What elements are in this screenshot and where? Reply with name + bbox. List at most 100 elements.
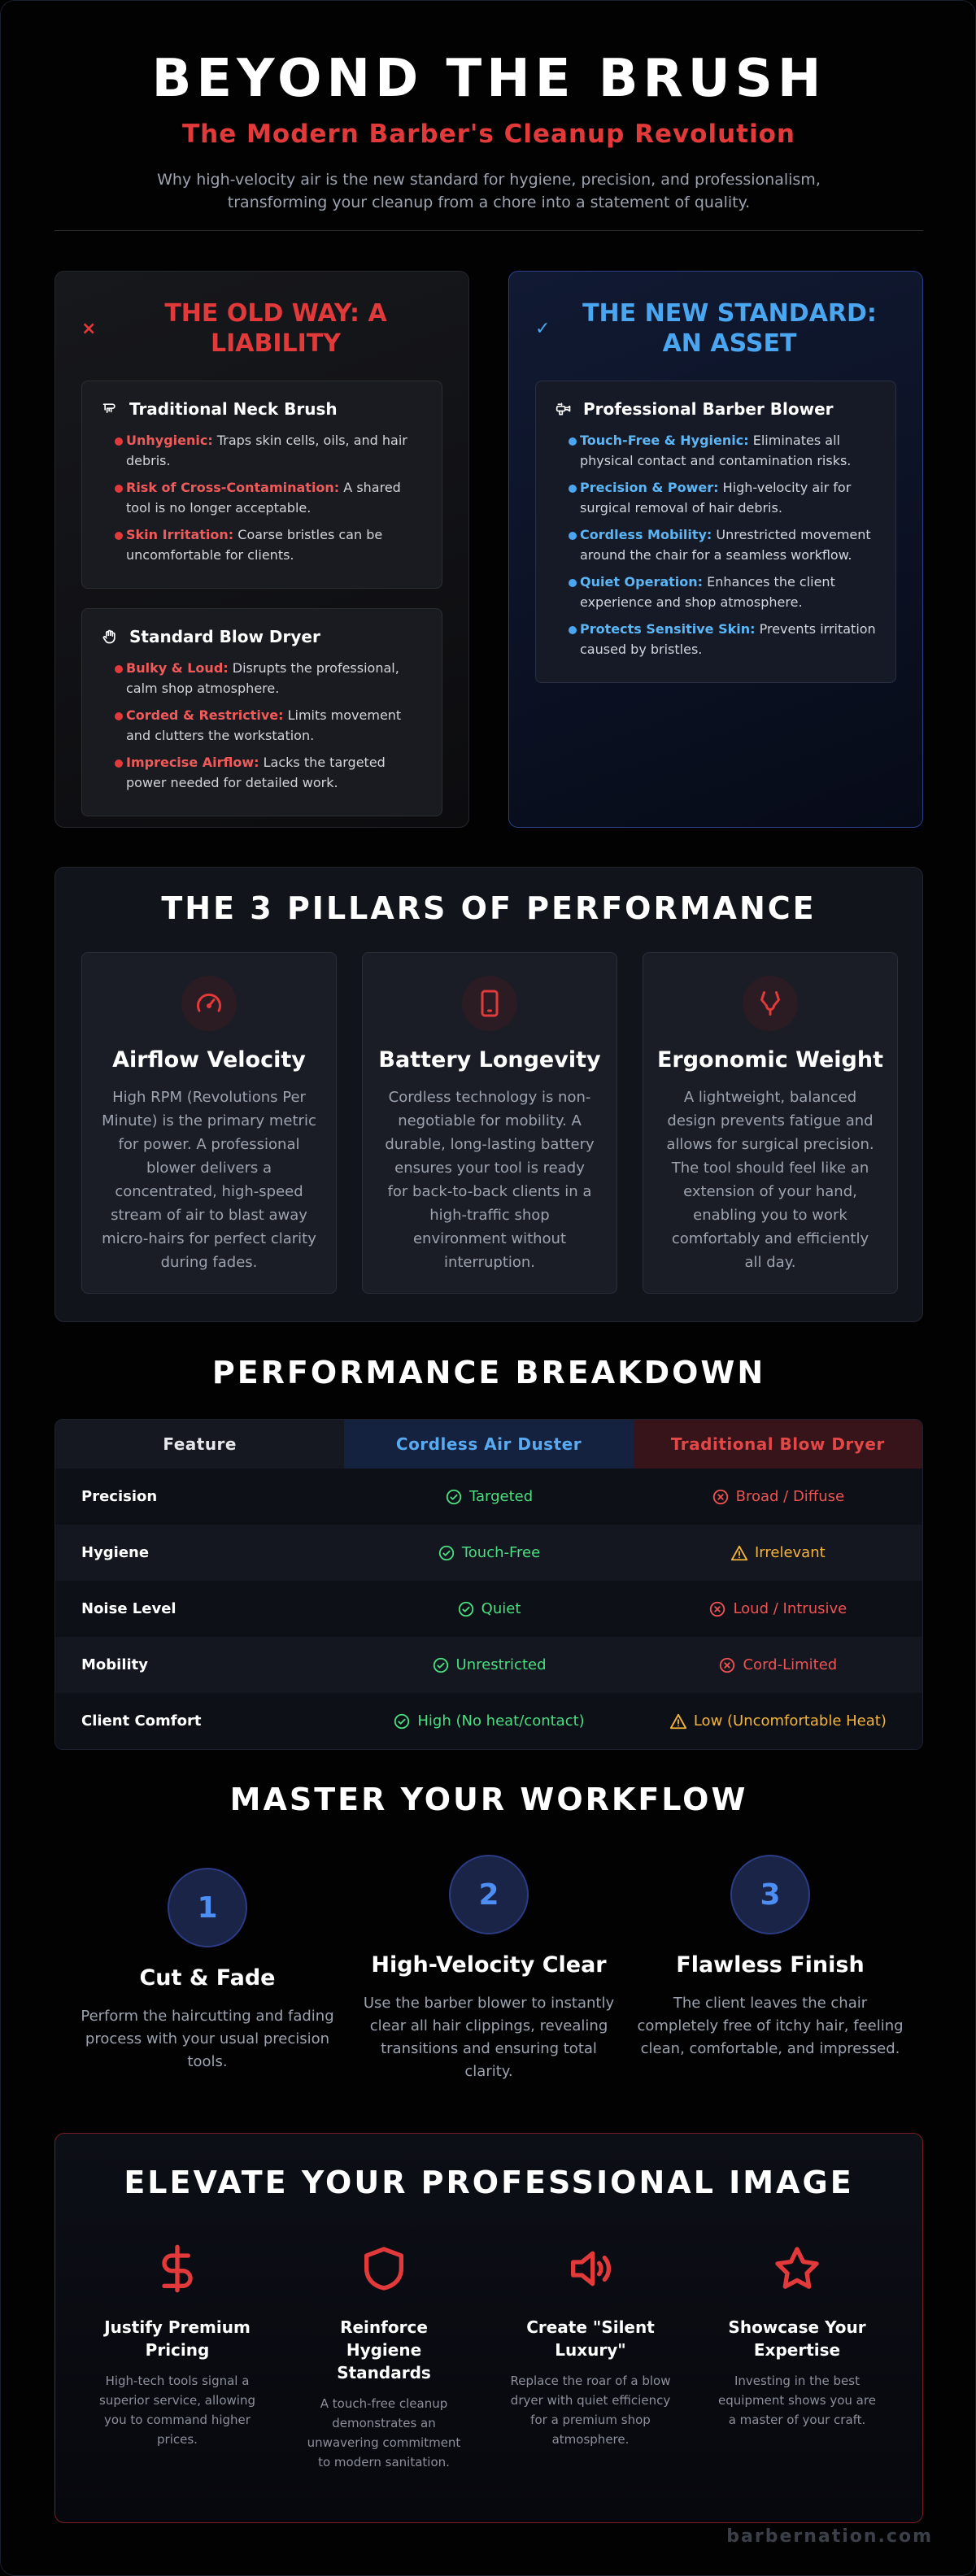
- elevate-item-title: Create "Silent Luxury": [526, 2317, 655, 2360]
- point-label: Precision & Power:: [580, 480, 719, 495]
- pillar-card-battery: Battery Longevity Cordless technology is…: [362, 952, 617, 1294]
- speaker-icon: [509, 2243, 672, 2298]
- page-title: BEYOND THE BRUSH: [151, 49, 826, 109]
- feature-cell: Mobility: [81, 1656, 149, 1673]
- point-text: A shared tool is no longer acceptable.: [126, 480, 401, 516]
- tool-point: Quiet Operation: Enhances the client exp…: [556, 572, 876, 612]
- table-body: Precision Targeted Broad / Diffuse Hygiene T…: [55, 1469, 922, 1749]
- tool-point: Protects Sensitive Skin: Prevents irrita…: [556, 619, 876, 659]
- blower-icon: [556, 402, 571, 416]
- point-text: Coarse bristles can be uncomfortable for…: [126, 527, 383, 563]
- new-standard-header: ✓ THE NEW STANDARD: AN ASSET: [535, 296, 896, 361]
- cell-value: Irrelevant: [754, 1544, 826, 1561]
- elevate-item-title: Justify Premium Pricing: [104, 2317, 251, 2360]
- point-text: Unrestricted movement around the chair f…: [580, 527, 871, 563]
- blow-dryer-cell: Broad / Diffuse: [634, 1469, 922, 1525]
- workflow-step: 3 Flawless Finish The client leaves the …: [624, 1855, 917, 2060]
- tool-point: Imprecise Airflow: Lacks the targeted po…: [102, 752, 422, 793]
- header-divider: [54, 230, 923, 231]
- check-circle-icon: [432, 1656, 456, 1674]
- tool-point: Touch-Free & Hygienic: Eliminates all ph…: [556, 430, 876, 471]
- point-label: Cordless Mobility:: [580, 527, 712, 542]
- point-label: Touch-Free & Hygienic:: [580, 433, 749, 448]
- tool-point: Cordless Mobility: Unrestricted movement…: [556, 524, 876, 565]
- air-duster-cell: High (No heat/contact): [344, 1693, 633, 1749]
- workflow-step: 2 High-Velocity Clear Use the barber blo…: [342, 1855, 635, 2083]
- pillar-text: A lightweight, balanced design prevents …: [666, 1089, 874, 1271]
- tool-point: Risk of Cross-Contamination: A shared to…: [102, 477, 422, 518]
- point-text: Disrupts the professional, calm shop atm…: [126, 660, 399, 696]
- warning-icon: [730, 1544, 755, 1562]
- blow-dryer-cell: Irrelevant: [634, 1525, 922, 1581]
- new-standard-panel: ✓ THE NEW STANDARD: AN ASSET Professiona…: [508, 271, 923, 828]
- elevate-item-text: High-tech tools signal a superior servic…: [99, 2374, 255, 2447]
- table-row: Mobility Unrestricted Cord-Limited: [55, 1637, 922, 1693]
- tool-card-header: Traditional Neck Brush: [102, 399, 422, 419]
- smartphone-icon: [462, 976, 517, 1031]
- x-circle-icon: [718, 1656, 743, 1674]
- old-way-panel: × THE OLD WAY: A LIABILITY Traditional N…: [54, 271, 469, 828]
- cell-value: High (No heat/contact): [417, 1712, 585, 1730]
- cell-value: Loud / Intrusive: [733, 1600, 847, 1617]
- breakdown-table: Feature Cordless Air Duster Traditional …: [54, 1419, 923, 1750]
- elevate-section: ELEVATE YOUR PROFESSIONAL IMAGE Justify …: [54, 2133, 923, 2523]
- point-label: Corded & Restrictive:: [126, 707, 284, 723]
- shield-icon: [303, 2243, 465, 2298]
- table-row: Noise Level Quiet Loud / Intrusive: [55, 1581, 922, 1637]
- check-circle-icon: [445, 1488, 469, 1506]
- tool-card-title: Professional Barber Blower: [583, 399, 834, 419]
- blow-dryer-cell: Low (Uncomfortable Heat): [634, 1693, 922, 1749]
- step-text: Use the barber blower to instantly clear…: [363, 1995, 615, 2080]
- old-way-title: THE OLD WAY: A LIABILITY: [164, 299, 387, 358]
- pillar-title: Battery Longevity: [378, 1047, 601, 1073]
- pillars-section: THE 3 PILLARS OF PERFORMANCE Airflow Vel…: [54, 867, 923, 1322]
- brush-icon: [102, 403, 115, 413]
- cell-value: Broad / Diffuse: [735, 1488, 845, 1505]
- point-label: Risk of Cross-Contamination:: [126, 480, 340, 495]
- table-header-row: Feature Cordless Air Duster Traditional …: [55, 1420, 922, 1469]
- point-label: Imprecise Airflow:: [126, 755, 259, 770]
- pillar-card-airflow: Airflow Velocity High RPM (Revolutions P…: [81, 952, 337, 1294]
- tool-point: Corded & Restrictive: Limits movement an…: [102, 705, 422, 746]
- cell-value: Quiet: [481, 1600, 521, 1617]
- check-circle-icon: [457, 1600, 481, 1618]
- elevate-item: Create "Silent Luxury" Replace the roar o…: [509, 2243, 672, 2449]
- tool-points: Unhygienic: Traps skin cells, oils, and …: [102, 430, 422, 565]
- point-text: High-velocity air for surgical removal o…: [580, 480, 852, 516]
- tool-point: Precision & Power: High-velocity air for…: [556, 477, 876, 518]
- elevate-item-title: Reinforce Hygiene Standards: [337, 2317, 431, 2382]
- workflow-step: 1 Cut & Fade Perform the haircutting and…: [61, 1868, 354, 2073]
- tool-card-neck-brush: Traditional Neck Brush Unhygienic: Traps…: [81, 381, 442, 589]
- step-text: The client leaves the chair completely f…: [637, 1995, 904, 2057]
- tool-card-barber-blower: Professional Barber Blower Touch-Free & …: [535, 381, 896, 683]
- feature-cell: Precision: [81, 1488, 158, 1505]
- breakdown-title: PERFORMANCE BREAKDOWN: [211, 1355, 766, 1390]
- old-way-header: × THE OLD WAY: A LIABILITY: [81, 296, 442, 361]
- elevate-title: ELEVATE YOUR PROFESSIONAL IMAGE: [124, 2165, 854, 2200]
- column-header: Cordless Air Duster: [344, 1420, 634, 1469]
- elevate-item: Showcase Your Expertise Investing in the …: [716, 2243, 878, 2430]
- point-text: Eliminates all physical contact and cont…: [580, 433, 852, 468]
- pillars-title: THE 3 PILLARS OF PERFORMANCE: [161, 890, 817, 926]
- air-duster-cell: Unrestricted: [344, 1637, 633, 1693]
- cell-value: Touch-Free: [461, 1544, 541, 1561]
- blow-dryer-cell: Loud / Intrusive: [634, 1581, 922, 1637]
- hand-icon: [743, 976, 798, 1031]
- point-text: Traps skin cells, oils, and hair debris.: [126, 433, 407, 468]
- pillar-text: Cordless technology is non-negotiable fo…: [385, 1089, 595, 1271]
- step-text: Perform the haircutting and fading proce…: [81, 2008, 334, 2070]
- tool-points: Touch-Free & Hygienic: Eliminates all ph…: [556, 430, 876, 659]
- point-label: Bulky & Loud:: [126, 660, 229, 676]
- tool-card-title: Standard Blow Dryer: [129, 627, 320, 646]
- point-text: Lacks the targeted power needed for deta…: [126, 755, 386, 790]
- page-subtitle: The Modern Barber's Cleanup Revolution: [182, 120, 795, 149]
- star-icon: [716, 2243, 878, 2298]
- pillar-title: Ergonomic Weight: [656, 1047, 884, 1073]
- hero-header: BEYOND THE BRUSH The Modern Barber's Cle…: [1, 46, 975, 214]
- table-row: Precision Targeted Broad / Diffuse: [55, 1469, 922, 1525]
- point-text: Limits movement and clutters the worksta…: [126, 707, 402, 743]
- column-header: Traditional Blow Dryer: [633, 1420, 922, 1469]
- step-title: High-Velocity Clear: [371, 1952, 607, 1978]
- check-circle-icon: [438, 1544, 462, 1562]
